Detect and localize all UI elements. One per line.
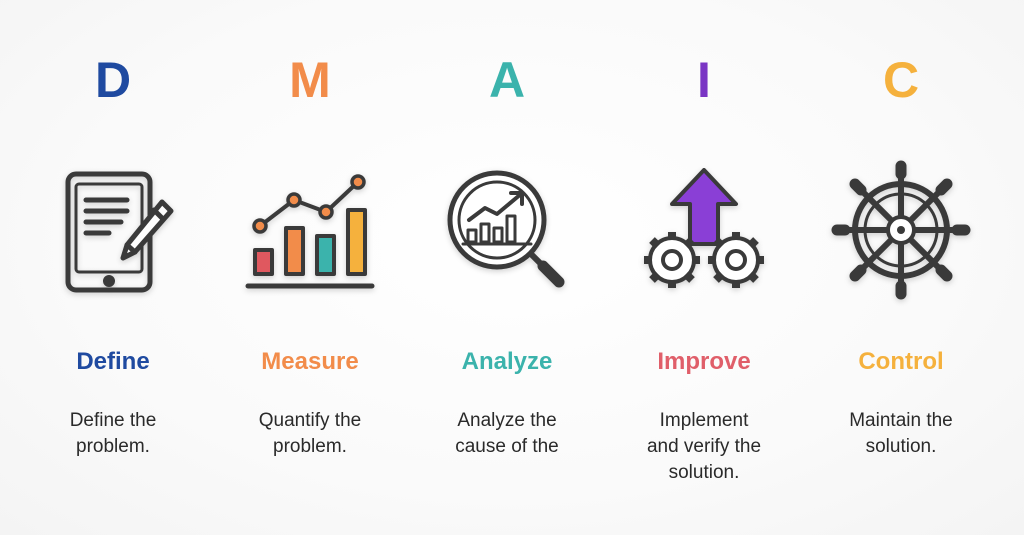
magnifier-chart-icon	[437, 160, 577, 300]
stage-analyze: A Analyze Analyze the	[409, 0, 605, 535]
stage-letter: M	[289, 52, 331, 108]
stage-name: Define	[76, 348, 150, 375]
stage-description: Quantify the problem.	[212, 408, 408, 460]
stage-letter: I	[697, 52, 711, 108]
stage-name: Measure	[261, 348, 359, 375]
stage-measure: M Measure Quantify	[212, 0, 408, 535]
stage-control: C	[803, 0, 999, 535]
stage-letter: A	[488, 52, 526, 108]
description-line: solution.	[865, 436, 937, 457]
stage-description: Define the problem.	[15, 408, 211, 460]
stage-name: Control	[858, 348, 944, 375]
description-line: solution.	[668, 462, 740, 483]
ship-wheel-icon	[831, 160, 971, 300]
description-line: Maintain the	[849, 410, 953, 431]
stage-description: Maintain the solution.	[803, 408, 999, 460]
gears-arrow-icon	[634, 160, 774, 300]
stage-letter: C	[882, 52, 920, 108]
stage-improve: I	[606, 0, 802, 535]
description-line: cause of the	[455, 436, 559, 457]
stage-description: Implement and verify the solution.	[606, 408, 802, 486]
tablet-pencil-icon	[43, 160, 183, 300]
description-line: Define the	[69, 410, 157, 431]
description-line: Quantify the	[258, 410, 362, 431]
description-line: Analyze the	[457, 410, 557, 431]
description-line: Implement	[659, 410, 749, 431]
stage-name: Improve	[657, 348, 751, 375]
stage-description: Analyze the cause of the	[409, 408, 605, 460]
description-line: problem.	[273, 436, 347, 457]
stage-name: Analyze	[461, 348, 553, 375]
bar-chart-icon	[240, 160, 380, 300]
description-line: and verify the	[646, 436, 762, 457]
stage-letter: D	[94, 52, 132, 108]
stage-define: D Define Define the problem	[15, 0, 211, 535]
description-line: problem.	[76, 436, 150, 457]
